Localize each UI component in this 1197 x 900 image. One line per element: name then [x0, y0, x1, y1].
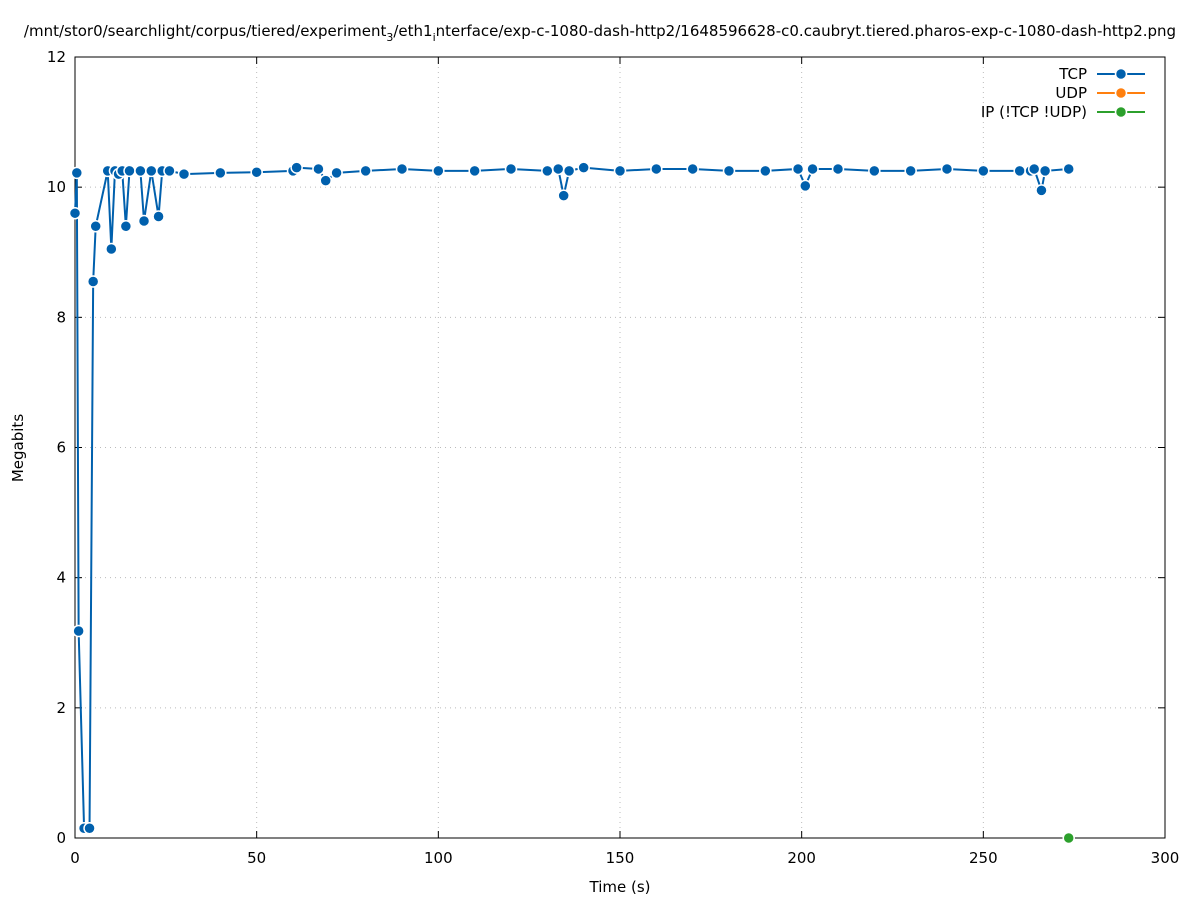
data-point — [504, 162, 518, 176]
data-point — [551, 162, 565, 176]
data-point — [759, 164, 772, 178]
legend-marker — [1114, 86, 1128, 100]
x-tick-label: 250 — [969, 849, 998, 867]
data-point — [145, 164, 158, 178]
data-point — [330, 166, 343, 180]
data-point — [119, 219, 133, 233]
data-point — [686, 162, 699, 176]
title-part: nterface/exp-c-1080-dash-http2/164859662… — [436, 22, 1176, 40]
data-point — [650, 162, 663, 176]
data-point — [557, 189, 570, 202]
x-tick-label: 50 — [247, 849, 266, 867]
data-point — [722, 164, 736, 178]
data-point — [319, 174, 332, 187]
y-axis-label: Megabits — [9, 414, 27, 482]
y-tick-label: 10 — [47, 178, 66, 196]
data-point — [1062, 831, 1075, 845]
data-point — [86, 275, 100, 288]
data-point — [137, 214, 151, 228]
legend-marker — [1114, 105, 1128, 119]
data-point — [904, 164, 917, 178]
x-tick-label: 0 — [70, 849, 80, 867]
data-point — [163, 164, 176, 178]
data-point — [312, 162, 325, 176]
data-point — [152, 210, 165, 223]
data-point — [541, 164, 554, 178]
data-point — [577, 161, 590, 174]
data-point — [977, 164, 990, 178]
y-tick-label: 8 — [56, 308, 66, 326]
data-point — [432, 164, 445, 178]
y-tick-label: 0 — [56, 829, 66, 847]
data-point — [214, 166, 227, 180]
data-point — [177, 167, 191, 181]
data-point — [1013, 164, 1026, 178]
data-point — [72, 624, 85, 638]
data-point — [105, 242, 118, 256]
y-tick-label: 2 — [56, 699, 66, 717]
title-part: /eth1 — [393, 22, 432, 40]
x-tick-label: 150 — [606, 849, 635, 867]
data-point — [613, 164, 627, 178]
data-point — [868, 164, 881, 178]
x-axis-label: Time (s) — [589, 878, 651, 896]
data-point — [940, 162, 954, 176]
legend-label: UDP — [1055, 84, 1087, 102]
data-point — [1038, 164, 1052, 178]
series-line — [74, 166, 1069, 830]
legend-label: TCP — [1058, 65, 1087, 83]
data-point — [1062, 162, 1075, 176]
y-tick-label: 6 — [56, 439, 66, 457]
data-point — [290, 161, 303, 174]
data-point — [134, 164, 147, 178]
data-point — [68, 206, 82, 220]
data-point — [395, 162, 409, 176]
title-part: i — [433, 31, 436, 44]
data-point — [1027, 162, 1041, 176]
legend-marker — [1114, 67, 1128, 81]
data-point — [359, 164, 372, 178]
data-point — [468, 164, 481, 178]
legend-label: IP (!TCP !UDP) — [981, 103, 1087, 121]
plot-border — [74, 56, 1166, 839]
data-point — [83, 821, 96, 835]
title-part: /mnt/stor0/searchlight/corpus/tiered/exp… — [24, 22, 387, 40]
title-part: 3 — [386, 31, 393, 44]
data-point — [1035, 184, 1048, 197]
x-tick-label: 200 — [787, 849, 816, 867]
data-point — [89, 219, 102, 233]
data-point — [562, 164, 576, 178]
data-point — [799, 179, 812, 193]
data-point — [123, 164, 136, 178]
chart-title: /mnt/stor0/searchlight/corpus/tiered/exp… — [24, 22, 1176, 44]
data-point — [831, 162, 845, 176]
data-point — [70, 166, 84, 180]
data-point — [806, 162, 819, 176]
data-point — [250, 165, 263, 179]
x-tick-label: 300 — [1151, 849, 1180, 867]
y-tick-label: 12 — [47, 48, 66, 66]
y-tick-label: 4 — [56, 569, 66, 587]
x-tick-label: 100 — [424, 849, 453, 867]
data-point — [791, 162, 805, 176]
